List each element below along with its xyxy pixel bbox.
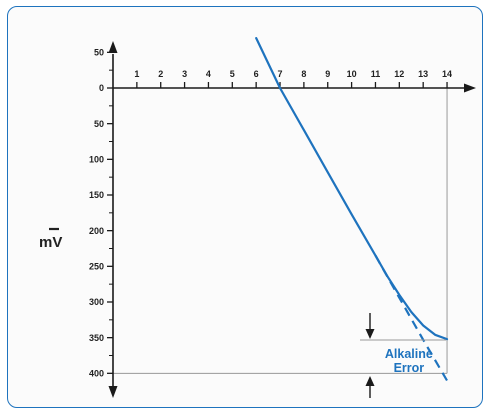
y-axis-label: mV xyxy=(39,234,62,251)
y-tick-label-6: 250 xyxy=(89,262,104,272)
x-tick-label-5: 5 xyxy=(230,69,235,79)
chart-frame xyxy=(7,6,483,408)
x-tick-label-9: 9 xyxy=(325,69,330,79)
x-tick-label-1: 1 xyxy=(134,69,139,79)
y-axis-arrowhead-down xyxy=(108,386,118,398)
x-tick-label-2: 2 xyxy=(158,69,163,79)
y-ticks: 50 0 50 100 150 200 250 300 350 400 xyxy=(89,48,113,379)
y-tick-label-3: 100 xyxy=(89,155,104,165)
x-axis-arrowhead xyxy=(464,83,476,93)
alkaline-error-markers xyxy=(360,313,446,398)
y-tick-label-0: 50 xyxy=(94,48,104,58)
x-tick-label-4: 4 xyxy=(206,69,211,79)
y-tick-label-5: 200 xyxy=(89,226,104,236)
y-axis-arrowhead-up xyxy=(108,41,118,53)
up-arrow-icon xyxy=(365,376,375,386)
guide-lines xyxy=(113,88,448,374)
y-tick-label-2: 50 xyxy=(94,119,104,129)
x-tick-label-14: 14 xyxy=(442,69,452,79)
x-tick-label-8: 8 xyxy=(301,69,306,79)
series-solid-line xyxy=(255,36,449,341)
annotation-line-2: Error xyxy=(394,361,425,375)
axes xyxy=(108,41,476,398)
series-dashed-line xyxy=(374,255,448,382)
y-tick-label-7: 300 xyxy=(89,297,104,307)
y-tick-label-1: 0 xyxy=(99,83,104,93)
y-tick-label-8: 350 xyxy=(89,333,104,343)
y-tick-label-4: 150 xyxy=(89,190,104,200)
x-tick-label-3: 3 xyxy=(182,69,187,79)
x-tick-label-7: 7 xyxy=(278,69,283,79)
down-arrow-icon xyxy=(365,329,375,339)
y-tick-label-9: 400 xyxy=(89,369,104,379)
annotations: Alkaline Error xyxy=(385,347,433,375)
y-axis-label-group: mV xyxy=(39,227,62,251)
annotation-line-1: Alkaline xyxy=(385,347,433,361)
x-tick-label-10: 10 xyxy=(347,69,357,79)
series xyxy=(255,36,449,382)
x-ticks: 1 2 3 4 5 6 7 8 9 10 11 12 13 14 xyxy=(134,69,452,88)
x-tick-label-6: 6 xyxy=(254,69,259,79)
x-tick-label-11: 11 xyxy=(371,69,381,79)
x-tick-label-12: 12 xyxy=(394,69,404,79)
x-tick-label-13: 13 xyxy=(418,69,428,79)
